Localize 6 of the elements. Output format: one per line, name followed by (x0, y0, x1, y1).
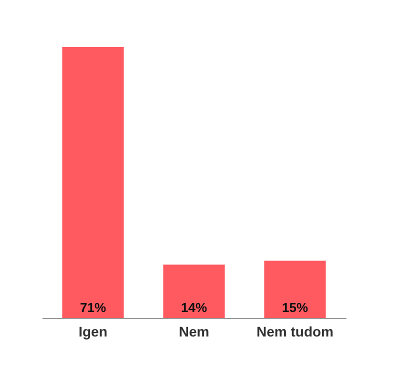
data-label: 14% (180, 300, 208, 315)
x-tick-label: Nem tudom (256, 324, 334, 340)
data-label: 15% (282, 300, 308, 315)
data-label: 71% (80, 300, 106, 315)
x-tick-label: Igen (78, 324, 108, 340)
x-tick-label: Nem (178, 324, 210, 340)
